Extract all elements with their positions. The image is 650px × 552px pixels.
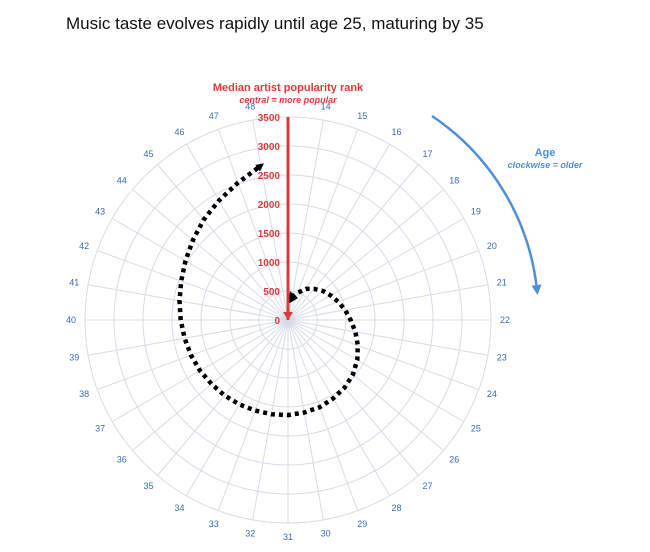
chart-title: Music taste evolves rapidly until age 25…	[66, 14, 484, 33]
angular-tick-label: 17	[422, 149, 432, 159]
radial-tick-label: 2500	[258, 171, 281, 182]
angular-tick-label: 36	[117, 454, 127, 464]
angular-tick-label: 42	[79, 241, 89, 251]
grid-spoke	[287, 319, 358, 511]
angular-tick-label: 14	[321, 101, 331, 111]
angular-tick-label: 39	[69, 353, 79, 363]
angular-tick-label: 27	[422, 481, 432, 491]
angular-tick-label: 25	[471, 424, 481, 434]
angular-axis-subtitle: clockwise = older	[508, 160, 583, 170]
grid-spoke	[111, 218, 289, 321]
angular-tick-label: 22	[500, 315, 510, 325]
grid-spoke	[287, 319, 444, 451]
angular-tick-label: 18	[449, 176, 459, 186]
age-direction-arrow	[431, 114, 542, 295]
grid-spoke	[287, 189, 444, 321]
radial-tick-label: 500	[263, 287, 280, 298]
grid-spoke	[287, 319, 479, 390]
grid-spoke	[287, 319, 324, 521]
grid-spoke	[186, 319, 289, 497]
radial-tick-label: 1500	[258, 229, 281, 240]
radial-tick-label: 0	[274, 316, 280, 327]
angular-tick-label: 35	[144, 481, 154, 491]
radial-tick-label: 3500	[258, 113, 281, 124]
grid-spoke	[97, 250, 289, 321]
grid-spoke	[252, 319, 289, 521]
grid-spoke	[157, 164, 289, 321]
polar-spokes	[85, 119, 491, 523]
series-line	[177, 163, 361, 418]
angular-tick-label: 34	[174, 503, 184, 513]
angular-tick-label: 26	[449, 454, 459, 464]
angular-tick-label: 33	[209, 519, 219, 529]
radial-tick-label: 1000	[258, 258, 281, 269]
angular-tick-labels: 14 15 16 17 18 19 20 21 22 23 24 25 26 27 28 29 30 31 32 33…	[66, 101, 510, 542]
grid-spoke	[132, 189, 289, 321]
grid-spoke	[287, 164, 419, 321]
angular-tick-label: 29	[357, 519, 367, 529]
angular-tick-label: 45	[144, 149, 154, 159]
angular-tick-label: 46	[174, 127, 184, 137]
radial-tick-labels: 0 500 1000 1500 2000 2500 3000 3500	[258, 113, 281, 327]
angular-tick-label: 24	[487, 389, 497, 399]
grid-spoke	[218, 129, 289, 321]
radial-axis-subtitle: central = more popular	[239, 95, 337, 105]
grid-spoke	[287, 129, 358, 321]
angular-tick-label: 48	[245, 101, 255, 111]
series-layer	[177, 163, 361, 418]
angular-tick-label: 47	[209, 111, 219, 121]
grid-spoke	[218, 319, 289, 511]
angular-tick-label: 20	[487, 241, 497, 251]
grid-spoke	[287, 319, 390, 497]
angular-tick-label: 32	[245, 529, 255, 539]
grid-spoke	[287, 218, 465, 321]
grid-spoke	[287, 119, 324, 321]
angular-tick-label: 19	[471, 207, 481, 217]
grid-spoke	[287, 319, 419, 476]
grid-spoke	[287, 284, 489, 321]
angular-tick-label: 31	[283, 532, 293, 542]
angular-tick-label: 37	[95, 424, 105, 434]
angular-axis-title: Age	[535, 147, 556, 159]
angular-tick-label: 23	[497, 353, 507, 363]
angular-tick-label: 16	[391, 127, 401, 137]
radial-axis-arrowhead	[283, 312, 293, 320]
angular-tick-label: 30	[321, 529, 331, 539]
angular-tick-label: 15	[357, 111, 367, 121]
grid-spoke	[186, 143, 289, 321]
angular-tick-label: 38	[79, 389, 89, 399]
grid-spoke	[157, 319, 289, 476]
radial-tick-label: 2000	[258, 200, 281, 211]
radial-axis	[283, 117, 293, 320]
angular-tick-label: 40	[66, 315, 76, 325]
angular-tick-label: 28	[391, 503, 401, 513]
angular-tick-label: 21	[497, 277, 507, 287]
grid-spoke	[287, 250, 479, 321]
grid-spoke	[87, 284, 289, 321]
grid-spoke	[287, 143, 390, 321]
grid-spoke	[287, 319, 465, 422]
radial-axis-title: Median artist popularity rank	[213, 82, 364, 94]
angular-tick-label: 41	[69, 277, 79, 287]
series-start-marker	[288, 291, 299, 305]
grid-spoke	[287, 319, 489, 356]
grid-spoke	[252, 119, 289, 321]
grid-spoke	[87, 319, 289, 356]
angular-tick-label: 43	[95, 207, 105, 217]
radial-tick-label: 3000	[258, 142, 281, 153]
grid-spoke	[132, 319, 289, 451]
angular-tick-label: 44	[117, 176, 127, 186]
